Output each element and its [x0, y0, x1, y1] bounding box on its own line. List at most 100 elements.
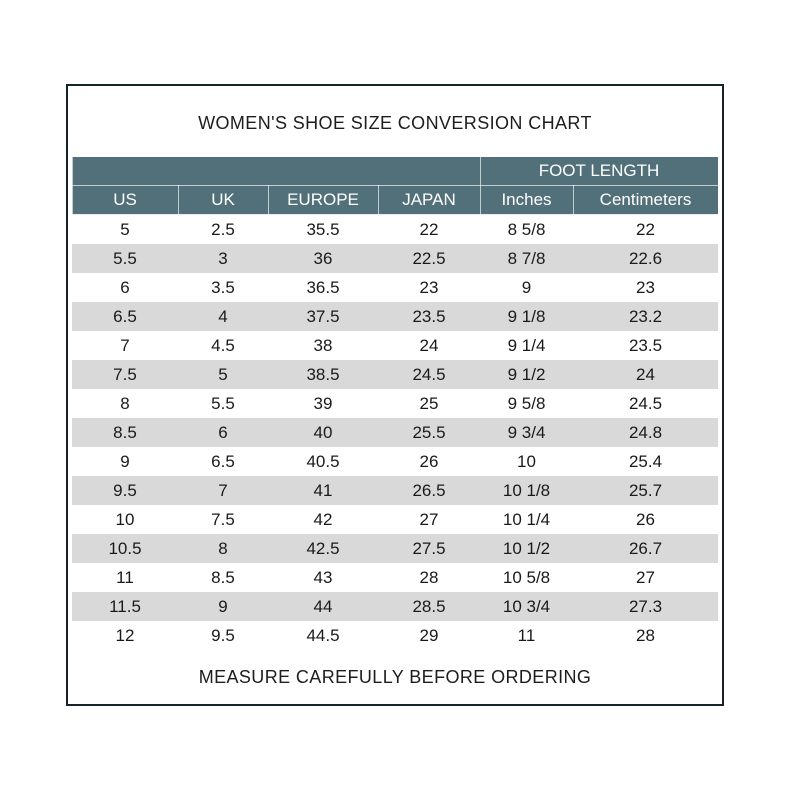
table-cell: 10 1/2 [480, 534, 573, 563]
col-header-europe: EUROPE [267, 185, 379, 215]
table-cell: 23 [573, 273, 718, 302]
table-cell: 5.5 [72, 244, 178, 273]
table-cell: 36.5 [268, 273, 378, 302]
table-cell: 8.5 [178, 563, 268, 592]
table-cell: 6.5 [178, 447, 268, 476]
table-cell: 25.5 [378, 418, 480, 447]
table-cell: 24.8 [573, 418, 718, 447]
table-cell: 2.5 [178, 214, 268, 244]
table-cell: 23.2 [573, 302, 718, 331]
table-cell: 9 3/4 [480, 418, 573, 447]
table-row: 9 6.5 40.5 26 10 25.4 [72, 447, 718, 476]
table-cell: 9 [72, 447, 178, 476]
table-cell: 4 [178, 302, 268, 331]
table-cell: 10 5/8 [480, 563, 573, 592]
table-cell: 3 [178, 244, 268, 273]
table-row: 7 4.5 38 24 9 1/4 23.5 [72, 331, 718, 360]
table-cell: 40.5 [268, 447, 378, 476]
table-cell: 7.5 [72, 360, 178, 389]
table-cell: 9 1/2 [480, 360, 573, 389]
table-cell: 40 [268, 418, 378, 447]
table-row: 5 2.5 35.5 22 8 5/8 22 [72, 214, 718, 244]
table-row: 6 3.5 36.5 23 9 23 [72, 273, 718, 302]
table-cell: 7.5 [178, 505, 268, 534]
table-cell: 11 [480, 621, 573, 650]
table-cell: 5 [178, 360, 268, 389]
table-cell: 23 [378, 273, 480, 302]
column-header-row: US UK EUROPE JAPAN Inches Centimeters [71, 185, 719, 215]
table-cell: 39 [268, 389, 378, 418]
table-cell: 38 [268, 331, 378, 360]
table-cell: 5.5 [178, 389, 268, 418]
table-row: 5.5 3 36 22.5 8 7/8 22.6 [72, 244, 718, 273]
group-header-spacer [71, 156, 481, 186]
table-cell: 9 5/8 [480, 389, 573, 418]
table-cell: 26.5 [378, 476, 480, 505]
table-cell: 8.5 [72, 418, 178, 447]
table-cell: 24 [573, 360, 718, 389]
table-row: 7.5 5 38.5 24.5 9 1/2 24 [72, 360, 718, 389]
table-cell: 6 [178, 418, 268, 447]
table-row: 6.5 4 37.5 23.5 9 1/8 23.2 [72, 302, 718, 331]
footer-note: MEASURE CAREFULLY BEFORE ORDERING [198, 667, 592, 687]
size-table-body: 5 2.5 35.5 22 8 5/8 22 5.5 3 36 22.5 8 7/8 22.6 6 3.5… [72, 214, 718, 650]
table-cell: 26 [573, 505, 718, 534]
table-cell: 24 [378, 331, 480, 360]
table-cell: 23.5 [573, 331, 718, 360]
table-cell: 28 [573, 621, 718, 650]
table-row: 9.5 7 41 26.5 10 1/8 25.7 [72, 476, 718, 505]
table-cell: 9.5 [72, 476, 178, 505]
group-header-row: FOOT LENGTH [71, 156, 719, 186]
table-cell: 9 1/8 [480, 302, 573, 331]
chart-frame: WOMEN'S SHOE SIZE CONVERSION CHART FOOT … [66, 84, 724, 706]
table-cell: 37.5 [268, 302, 378, 331]
table-row: 8 5.5 39 25 9 5/8 24.5 [72, 389, 718, 418]
table-row: 12 9.5 44.5 29 11 28 [72, 621, 718, 650]
table-cell: 22.6 [573, 244, 718, 273]
table-row: 10.5 8 42.5 27.5 10 1/2 26.7 [72, 534, 718, 563]
table-cell: 10 3/4 [480, 592, 573, 621]
table-row: 11 8.5 43 28 10 5/8 27 [72, 563, 718, 592]
col-header-inches: Inches [479, 185, 574, 215]
table-cell: 27 [378, 505, 480, 534]
table-row: 10 7.5 42 27 10 1/4 26 [72, 505, 718, 534]
table-cell: 6 [72, 273, 178, 302]
table-cell: 6.5 [72, 302, 178, 331]
table-cell: 10 [480, 447, 573, 476]
table-cell: 25 [378, 389, 480, 418]
table-cell: 22 [378, 214, 480, 244]
table-cell: 44 [268, 592, 378, 621]
table-cell: 29 [378, 621, 480, 650]
table-cell: 5 [72, 214, 178, 244]
table-cell: 44.5 [268, 621, 378, 650]
table-cell: 8 [72, 389, 178, 418]
table-cell: 10.5 [72, 534, 178, 563]
table-cell: 10 [72, 505, 178, 534]
page-title: WOMEN'S SHOE SIZE CONVERSION CHART [198, 113, 592, 133]
table-cell: 25.4 [573, 447, 718, 476]
table-header: FOOT LENGTH US UK EUROPE JAPAN Inches Ce… [71, 156, 719, 215]
table-cell: 36 [268, 244, 378, 273]
col-header-centimeters: Centimeters [572, 185, 719, 215]
table-cell: 24.5 [378, 360, 480, 389]
table-cell: 26 [378, 447, 480, 476]
table-row: 8.5 6 40 25.5 9 3/4 24.8 [72, 418, 718, 447]
table-cell: 42 [268, 505, 378, 534]
size-conversion-table: FOOT LENGTH US UK EUROPE JAPAN Inches Ce… [71, 156, 719, 650]
col-header-japan: JAPAN [377, 185, 481, 215]
table-cell: 3.5 [178, 273, 268, 302]
table-cell: 23.5 [378, 302, 480, 331]
table-cell: 38.5 [268, 360, 378, 389]
table-cell: 28.5 [378, 592, 480, 621]
table-cell: 12 [72, 621, 178, 650]
table-cell: 35.5 [268, 214, 378, 244]
table-row: 11.5 9 44 28.5 10 3/4 27.3 [72, 592, 718, 621]
table-cell: 8 [178, 534, 268, 563]
table-cell: 43 [268, 563, 378, 592]
table-cell: 9 [480, 273, 573, 302]
table-cell: 27.3 [573, 592, 718, 621]
table-cell: 9 [178, 592, 268, 621]
table-cell: 10 1/4 [480, 505, 573, 534]
col-header-uk: UK [177, 185, 269, 215]
table-cell: 26.7 [573, 534, 718, 563]
